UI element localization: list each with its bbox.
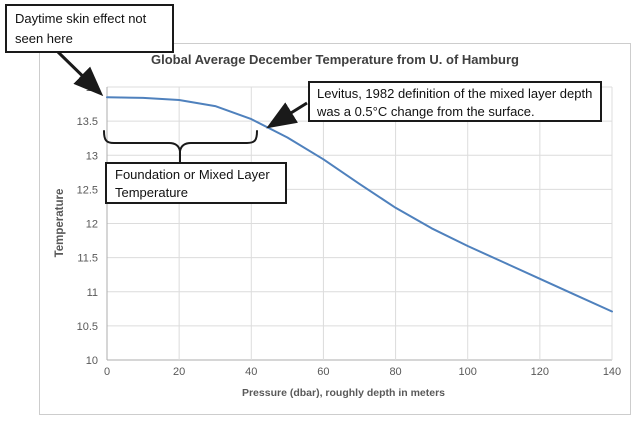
daytime-arrow [56, 50, 104, 97]
x-axis-title: Pressure (dbar), roughly depth in meters [241, 387, 446, 399]
y-tick-label: 11 [87, 287, 98, 299]
y-tick-label: 13 [86, 150, 98, 162]
x-tick-label: 80 [389, 366, 401, 378]
levitus-arrow [266, 101, 308, 129]
x-tick-label: 100 [459, 366, 477, 378]
x-tick-label: 0 [104, 366, 110, 378]
y-tick-label: 13.5 [77, 116, 98, 128]
y-tick-label: 12.5 [77, 184, 98, 196]
y-tick-label: 11.5 [77, 253, 98, 265]
y-tick-label: 10 [86, 355, 98, 367]
x-tick-label: 20 [173, 366, 185, 378]
annotation-foundation-text: Foundation or Mixed Layer Temperature [115, 167, 270, 200]
annotation-daytime-box: Daytime skin effect not seen here [5, 4, 174, 53]
y-tick-label: 12 [86, 219, 98, 231]
x-tick-label: 120 [531, 366, 549, 378]
annotation-daytime-text: Daytime skin effect not seen here [15, 11, 147, 46]
y-tick-label: 10.5 [77, 321, 98, 333]
annotation-levitus-text: Levitus, 1982 definition of the mixed la… [317, 86, 593, 119]
y-axis-title: Temperature [54, 188, 66, 258]
x-tick-label: 60 [317, 366, 329, 378]
annotation-levitus-box: Levitus, 1982 definition of the mixed la… [308, 81, 602, 122]
chart-title: Global Average December Temperature from… [151, 52, 519, 67]
x-tick-label: 40 [245, 366, 257, 378]
x-tick-label: 140 [603, 366, 621, 378]
temperature-line-series [106, 96, 613, 313]
annotation-foundation-box: Foundation or Mixed Layer Temperature [105, 162, 287, 204]
foundation-brace [103, 130, 258, 163]
